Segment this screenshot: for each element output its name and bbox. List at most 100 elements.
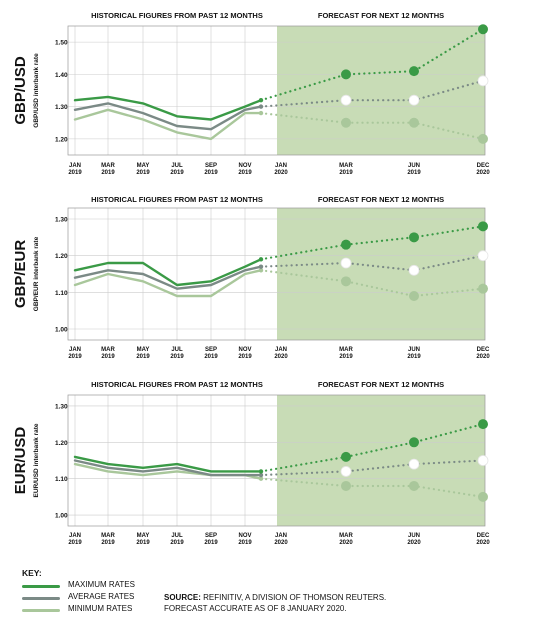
y-tick-label: 1.30 [55,217,68,224]
average-forecast-point [408,264,420,276]
x-tick-label-month: DEC [477,163,490,169]
y-tick-label: 1.00 [55,327,68,334]
y-tick-label: 1.20 [55,136,68,143]
x-tick-label-year: 2019 [136,170,150,176]
legend-label-maximum: MAXIMUM RATES [68,580,135,589]
x-tick-label-month: JUL [171,347,183,353]
forecast-section-title: FORECAST FOR NEXT 12 MONTHS [318,11,444,20]
x-tick-label-month: JAN [69,163,81,169]
x-tick-label-year: 2019 [101,170,115,176]
x-tick-label-month: MAR [339,347,353,353]
minimum-rate-line [73,108,263,141]
y-axis-label: GBP/EUR interbank rate [33,236,40,311]
x-tick-label-year: 2020 [476,354,490,360]
x-tick-label-year: 2019 [238,354,252,360]
y-tick-label: 1.30 [55,104,68,111]
historical-section-title: HISTORICAL FIGURES FROM PAST 12 MONTHS [91,380,263,389]
minimum-forecast-line [259,111,485,140]
x-tick-label-year: 2019 [339,354,353,360]
average-forecast-point [340,466,352,477]
maximum-forecast-point [341,451,351,462]
x-tick-label-year: 2019 [136,540,150,546]
y-tick-label: 1.00 [55,513,68,520]
average-forecast-point [408,94,420,106]
x-tick-label-year: 2019 [407,354,421,360]
maximum-rate-line [73,258,263,287]
legend-swatch-maximum [22,585,60,588]
x-tick-label-month: JAN [69,347,81,353]
x-tick-label-year: 2019 [170,540,184,546]
x-tick-label-year: 2019 [101,354,115,360]
minimum-forecast-point [478,133,488,144]
maximum-forecast-point [478,221,488,232]
x-tick-label-month: NOV [238,163,251,169]
x-tick-label-year: 2020 [407,540,421,546]
x-tick-label-year: 2019 [136,354,150,360]
x-tick-label-year: 2020 [274,540,288,546]
forecast-section-title: FORECAST FOR NEXT 12 MONTHS [318,380,444,389]
minimum-forecast-point [341,117,351,128]
x-tick-label-month: MAR [339,163,353,169]
minimum-forecast-point [409,291,419,301]
x-tick-label-year: 2020 [274,170,288,176]
historical-section-title: HISTORICAL FIGURES FROM PAST 12 MONTHS [91,11,263,20]
x-tick-label-month: MAR [101,533,115,539]
forecast-charts: HISTORICAL FIGURES FROM PAST 12 MONTHS FO… [12,11,490,546]
legend-swatch-average [22,597,60,600]
average-forecast-point [477,455,489,466]
legend-label-minimum: MINIMUM RATES [68,604,133,613]
y-tick-label: 1.20 [55,253,68,260]
x-tick-label-month: JUL [171,533,183,539]
x-tick-label-month: JAN [275,163,287,169]
x-tick-label-month: SEP [205,163,217,169]
source-note: SOURCE: REFINITIV, A DIVISION OF THOMSON… [164,592,386,614]
legend-swatch-minimum [22,609,60,612]
average-forecast-point [477,75,489,87]
average-forecast-point [340,94,352,106]
legend-label-average: AVERAGE RATES [68,592,135,601]
x-tick-label-month: MAY [137,163,150,169]
y-tick-label: 1.50 [55,40,68,47]
legend: KEY: MAXIMUM RATES AVERAGE RATES MINIMUM… [22,568,533,624]
source-label: SOURCE: [164,593,201,602]
average-forecast-point [477,250,489,262]
forecast-section-title: FORECAST FOR NEXT 12 MONTHS [318,195,444,204]
maximum-forecast-point [409,437,419,448]
x-tick-label-month: SEP [205,533,217,539]
x-tick-label-year: 2019 [339,170,353,176]
x-tick-label-month: JAN [275,347,287,353]
x-tick-label-month: SEP [205,347,217,353]
x-tick-label-month: DEC [477,347,490,353]
average-rate-line [73,459,263,477]
x-tick-label-month: JAN [69,533,81,539]
maximum-rate-line [73,95,263,121]
maximum-forecast-point [409,232,419,243]
y-tick-label: 1.30 [55,403,68,410]
x-tick-label-year: 2019 [101,540,115,546]
x-tick-label-year: 2020 [339,540,353,546]
maximum-forecast-point [409,66,419,77]
x-tick-label-month: MAR [101,347,115,353]
y-tick-label: 1.10 [55,476,68,483]
x-tick-label-year: 2019 [204,170,218,176]
x-tick-label-year: 2019 [238,170,252,176]
maximum-forecast-line [259,28,485,102]
maximum-forecast-line [259,225,485,261]
y-tick-label: 1.10 [55,290,68,297]
minimum-forecast-line [259,477,485,498]
pair-title: GBP/EUR [12,240,29,309]
x-tick-label-month: JUN [408,163,420,169]
x-tick-label-year: 2019 [68,540,82,546]
y-axis-label: EUR/USD interbank rate [33,423,40,497]
minimum-forecast-point [341,276,351,287]
minimum-forecast-point [478,491,488,502]
x-tick-label-year: 2020 [476,540,490,546]
forecast-background [277,26,485,155]
average-forecast-point [340,257,352,269]
x-tick-label-year: 2020 [274,354,288,360]
source-text: REFINITIV, A DIVISION OF THOMSON REUTERS… [200,593,387,602]
x-tick-label-year: 2019 [204,354,218,360]
x-tick-label-year: 2019 [407,170,421,176]
x-tick-label-month: JUN [408,533,420,539]
x-tick-label-month: JUL [171,163,183,169]
